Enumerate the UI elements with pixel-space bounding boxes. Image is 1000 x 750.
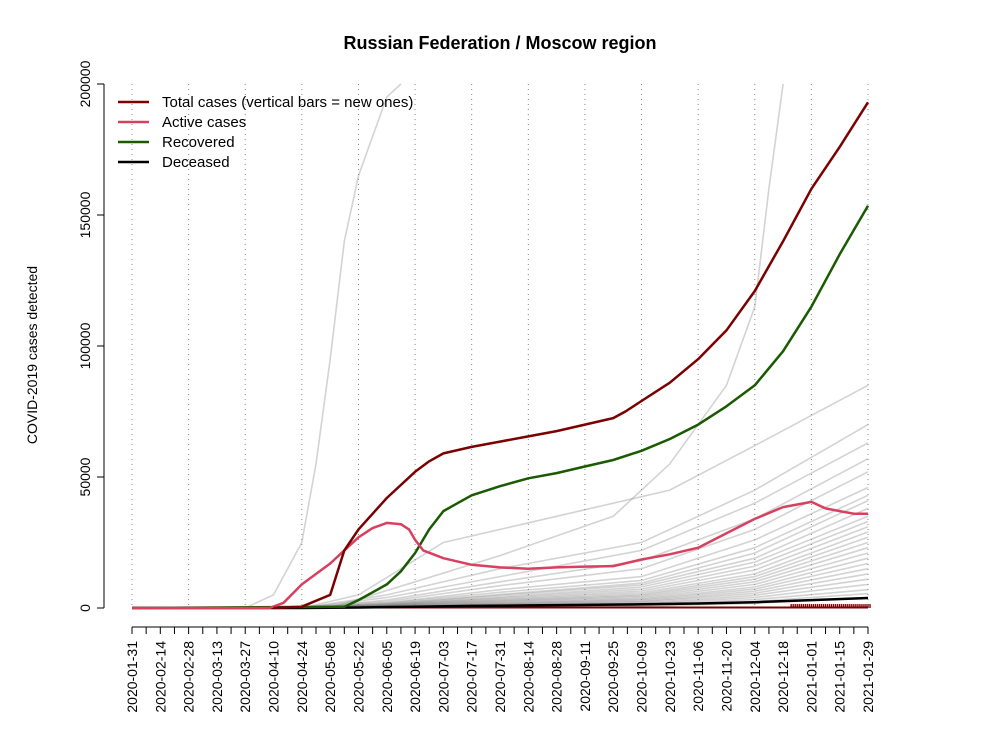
x-tick-label: 2020-03-13 bbox=[209, 641, 225, 713]
legend-entry: Total cases (vertical bars = new ones) bbox=[162, 94, 413, 111]
background-line bbox=[301, 531, 869, 609]
x-tick-label: 2021-01-01 bbox=[803, 641, 819, 713]
background-line bbox=[301, 457, 869, 609]
x-tick-label: 2020-04-10 bbox=[266, 641, 282, 713]
x-tick-label: 2020-07-03 bbox=[435, 641, 451, 713]
x-tick-label: 2020-07-17 bbox=[464, 641, 480, 713]
series-line bbox=[273, 101, 870, 610]
legend-entry: Active cases bbox=[162, 114, 246, 131]
series-line bbox=[132, 596, 869, 610]
x-tick-label: 2020-12-04 bbox=[747, 641, 763, 713]
x-tick-label: 2020-04-24 bbox=[294, 641, 310, 713]
chart-title: Russian Federation / Moscow region bbox=[343, 33, 656, 53]
x-tick-label: 2020-05-08 bbox=[322, 641, 338, 713]
x-tick-label: 2020-11-20 bbox=[718, 641, 734, 712]
y-tick-label: 100000 bbox=[77, 322, 93, 369]
y-tick-label: 50000 bbox=[77, 457, 93, 496]
x-tick-label: 2020-01-31 bbox=[124, 641, 140, 713]
background-line bbox=[301, 515, 869, 609]
legend-entry: Recovered bbox=[162, 134, 235, 151]
background-line bbox=[301, 520, 869, 609]
background-line bbox=[244, 83, 402, 609]
x-tick-label: 2020-08-14 bbox=[520, 641, 536, 713]
background-line bbox=[301, 499, 869, 609]
x-tick-label: 2020-03-27 bbox=[237, 641, 253, 713]
x-tick-label: 2020-02-28 bbox=[181, 641, 197, 713]
x-tick-label: 2021-01-15 bbox=[832, 641, 848, 713]
y-tick-label: 200000 bbox=[77, 60, 93, 107]
x-tick-label: 2020-12-18 bbox=[775, 641, 791, 713]
x-tick-label: 2020-08-28 bbox=[549, 641, 565, 713]
x-tick-label: 2020-05-22 bbox=[350, 641, 366, 713]
x-tick-label: 2020-10-09 bbox=[634, 641, 650, 713]
x-tick-label: 2020-06-05 bbox=[379, 641, 395, 713]
background-line bbox=[301, 423, 869, 609]
legend-entry: Deceased bbox=[162, 154, 230, 171]
background-lines bbox=[244, 83, 869, 609]
background-line bbox=[301, 442, 869, 609]
x-tick-label: 2020-09-11 bbox=[577, 641, 593, 712]
y-tick-label: 0 bbox=[77, 604, 93, 612]
background-line bbox=[301, 526, 869, 609]
series-line bbox=[131, 205, 870, 610]
background-line bbox=[301, 471, 869, 609]
background-line bbox=[301, 507, 869, 609]
legend: Total cases (vertical bars = new ones) Ac… bbox=[118, 94, 413, 171]
series-lines bbox=[131, 101, 871, 610]
x-tick-label: 2020-07-31 bbox=[492, 641, 508, 713]
x-tick-label: 2021-01-29 bbox=[860, 641, 876, 713]
x-tick-label: 2020-09-25 bbox=[605, 641, 621, 713]
y-axis: 0 50000 100000 150000 200000 bbox=[77, 60, 105, 612]
background-line bbox=[301, 494, 869, 609]
x-tick-label: 2020-11-06 bbox=[690, 641, 706, 712]
background-line bbox=[301, 486, 869, 609]
x-tick-label: 2020-10-23 bbox=[662, 641, 678, 713]
x-axis: 2020-01-31 2020-02-14 2020-02-28 2020-03-13… bbox=[124, 626, 876, 713]
y-tick-label: 150000 bbox=[77, 191, 93, 238]
x-tick-label: 2020-06-19 bbox=[407, 641, 423, 713]
background-line bbox=[329, 83, 784, 609]
background-line bbox=[301, 384, 869, 609]
y-axis-label: COVID-2019 cases detected bbox=[24, 266, 40, 444]
x-tick-label: 2020-02-14 bbox=[152, 641, 168, 713]
